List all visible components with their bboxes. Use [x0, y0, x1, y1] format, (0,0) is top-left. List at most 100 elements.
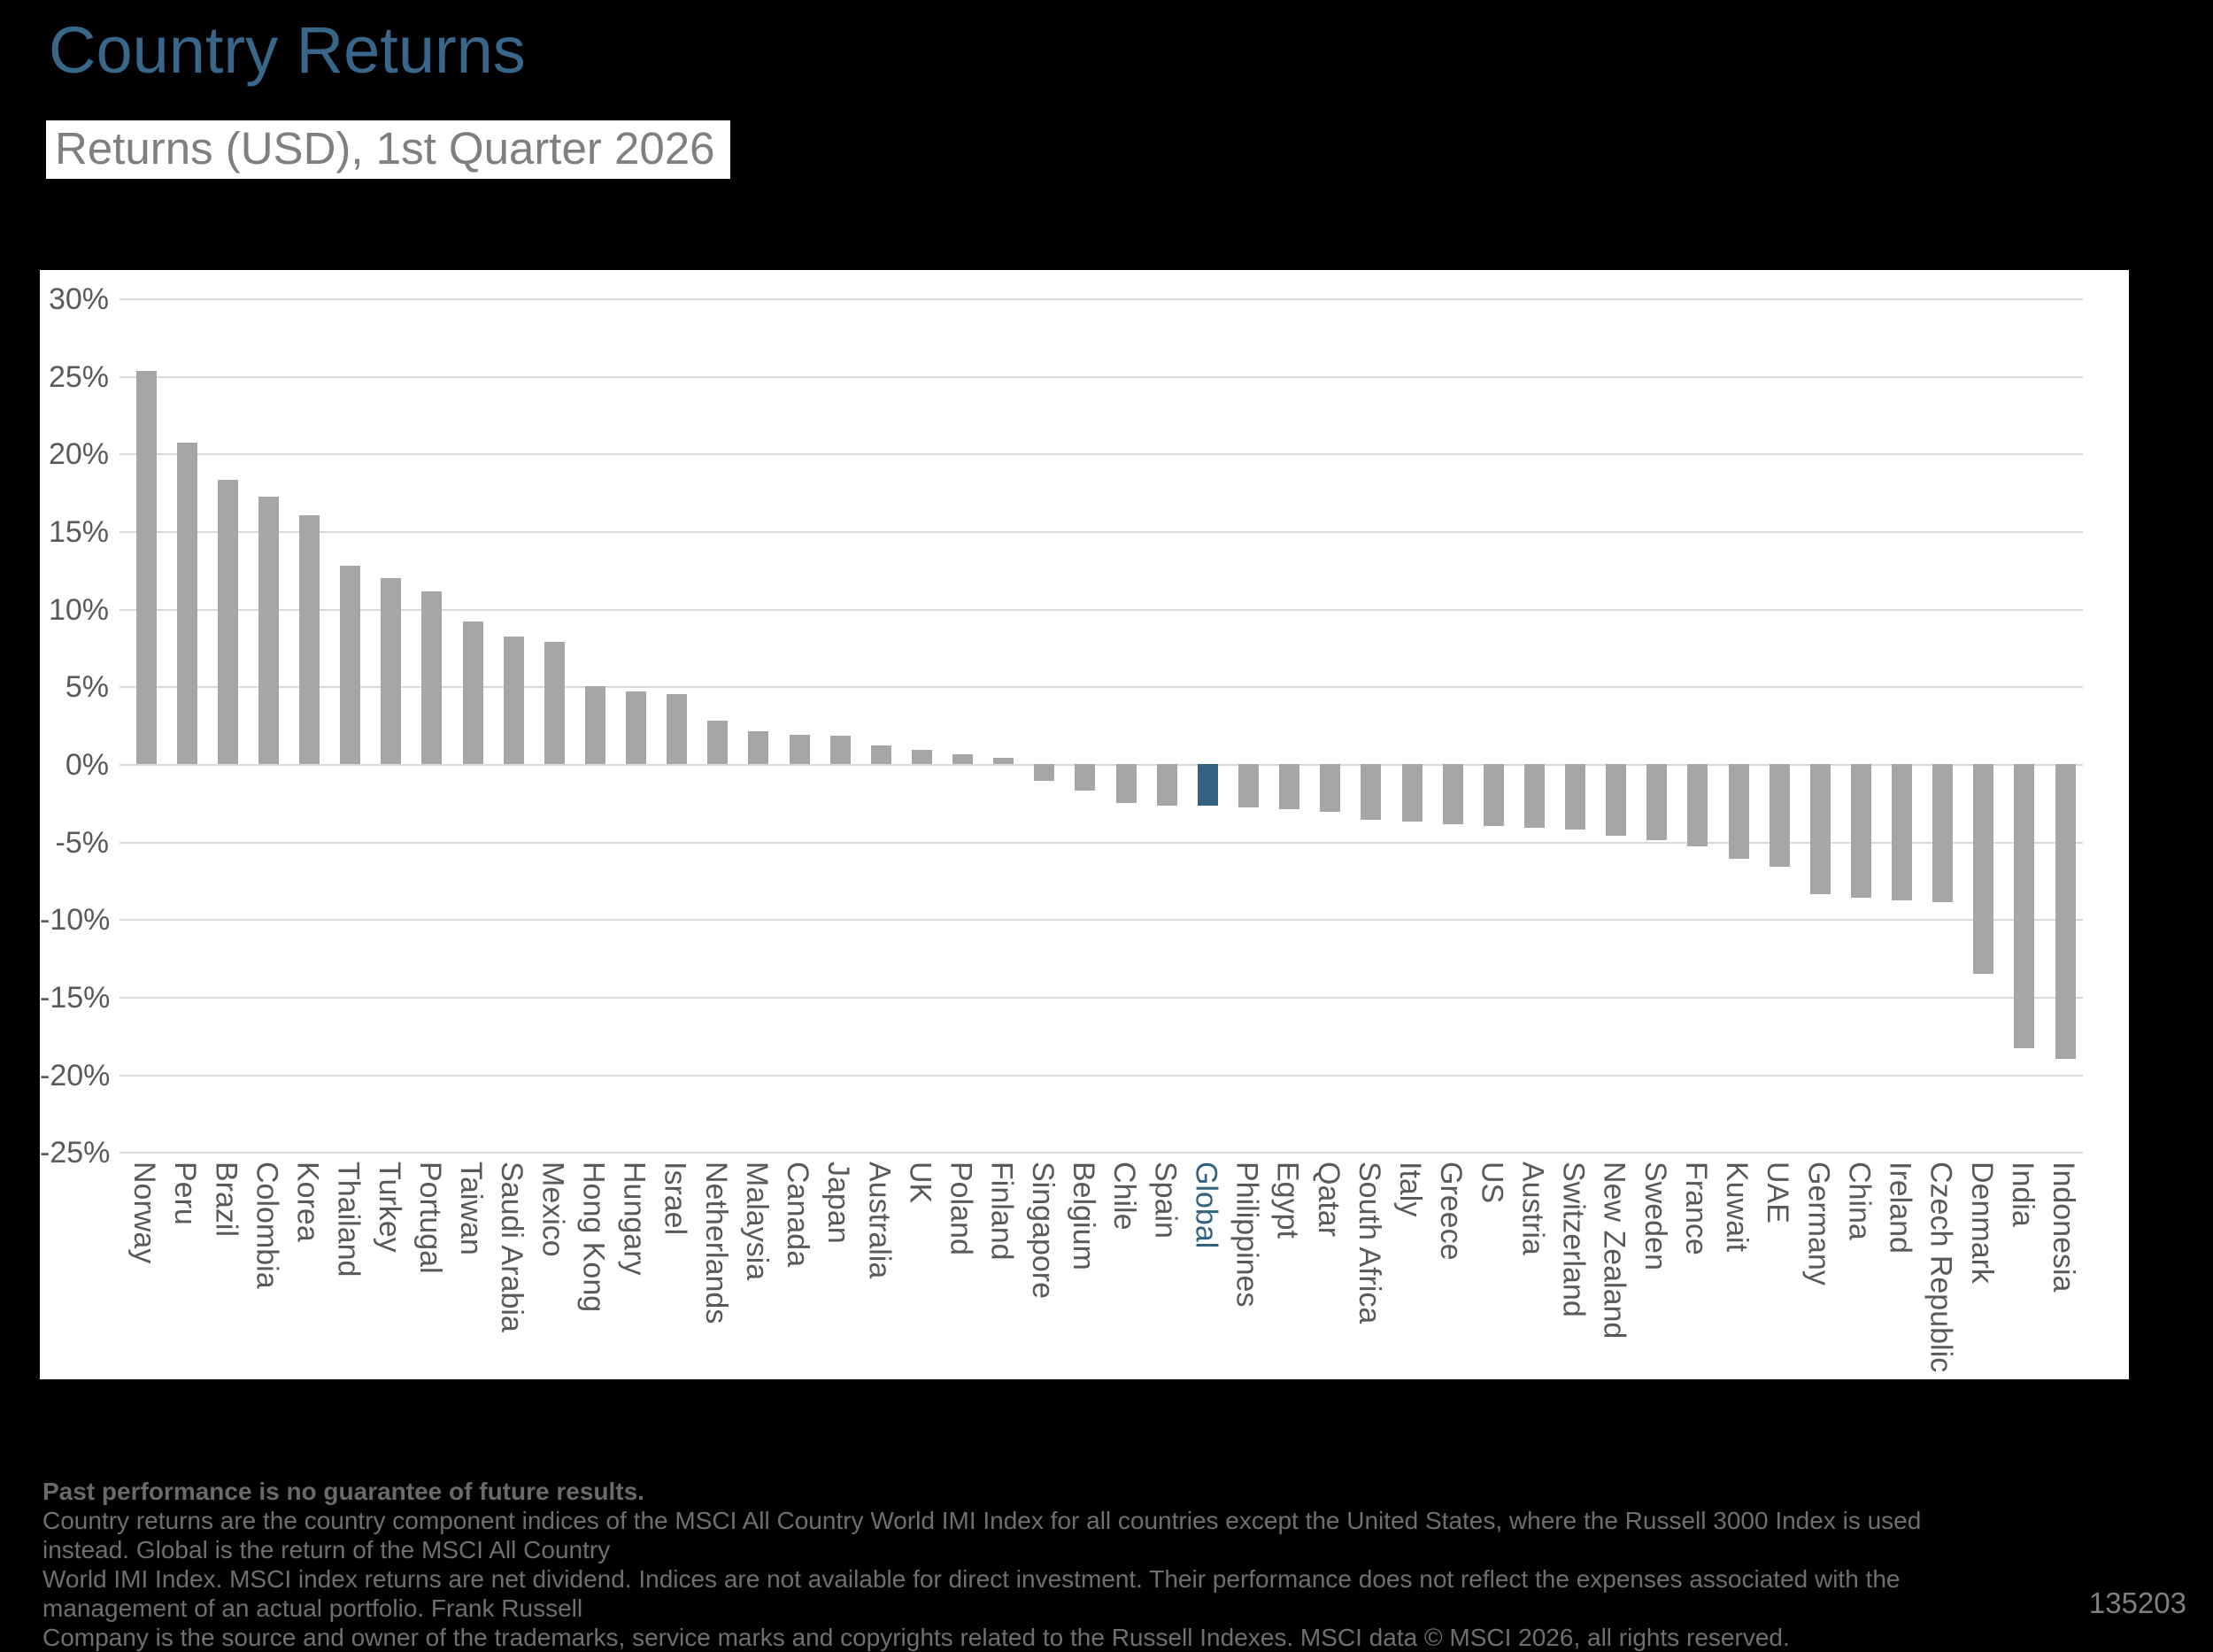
x-axis-label-ireland: Ireland — [1883, 1162, 1917, 1254]
x-axis-label-china: China — [1842, 1162, 1877, 1240]
bar-uk — [911, 750, 932, 764]
x-axis-label-uae: UAE — [1761, 1162, 1795, 1224]
x-axis-label-new-zealand: New Zealand — [1597, 1162, 1631, 1339]
gridline — [120, 1152, 2083, 1154]
gridline — [120, 1074, 2083, 1077]
x-axis-label-india: India — [2005, 1162, 2040, 1227]
x-axis-label-hungary: Hungary — [617, 1162, 652, 1276]
bar-norway — [135, 371, 157, 765]
x-axis-label-us: US — [1475, 1162, 1509, 1204]
gridline — [120, 298, 2083, 300]
footnote-line: Company is the source and owner of the t… — [42, 1624, 1790, 1651]
x-axis-label-switzerland: Switzerland — [1556, 1162, 1591, 1317]
bar-sweden — [1646, 764, 1668, 840]
footnote-line: World IMI Index. MSCI index returns are … — [42, 1565, 1901, 1622]
bar-singapore — [1034, 764, 1055, 782]
y-axis-tick-label: -15% — [40, 981, 111, 1015]
bar-malaysia — [748, 731, 769, 764]
bar-switzerland — [1565, 764, 1586, 830]
x-axis-label-peru: Peru — [168, 1162, 203, 1225]
footnote-line: Country returns are the country componen… — [42, 1507, 1922, 1563]
x-axis-label-kuwait: Kuwait — [1720, 1162, 1754, 1253]
x-axis-label-finland: Finland — [984, 1162, 1019, 1261]
x-axis-label-australia: Australia — [862, 1162, 897, 1279]
x-axis-label-turkey: Turkey — [372, 1162, 406, 1253]
bar-israel — [667, 694, 688, 764]
bar-italy — [1401, 764, 1423, 822]
gridline — [120, 764, 2083, 767]
y-axis-tick-label: -10% — [40, 903, 111, 938]
bar-hong-kong — [584, 686, 605, 764]
bar-greece — [1442, 764, 1463, 825]
bar-canada — [789, 734, 810, 765]
bar-chile — [1115, 764, 1137, 803]
bar-australia — [870, 745, 891, 764]
y-axis-tick-label: 25% — [48, 359, 109, 394]
y-axis-tick-label: 20% — [48, 437, 109, 472]
x-axis-label-colombia: Colombia — [250, 1162, 284, 1289]
bar-colombia — [258, 497, 279, 764]
chart-panel: 30% 25% 20% 15% 10% 5% 0% -5% -10% -15% -20% -25% N… — [40, 270, 2129, 1379]
y-axis-tick-label: 15% — [48, 515, 109, 549]
x-axis-label-austria: Austria — [1515, 1162, 1550, 1255]
x-axis-label-denmark: Denmark — [1964, 1162, 1999, 1284]
bar-spain — [1156, 764, 1177, 807]
x-axis-label-israel: Israel — [658, 1162, 692, 1236]
x-axis-label-chile: Chile — [1107, 1162, 1142, 1231]
bar-south-africa — [1361, 764, 1382, 821]
bar-saudi-arabia — [503, 637, 524, 764]
x-axis-label-norway: Norway — [127, 1162, 161, 1264]
x-axis-label-brazil: Brazil — [209, 1162, 243, 1238]
gridline — [120, 375, 2083, 378]
bar-austria — [1523, 764, 1545, 828]
bar-finland — [993, 758, 1014, 764]
x-axis-label-greece: Greece — [1434, 1162, 1469, 1261]
bar-kuwait — [1728, 764, 1749, 859]
bar-qatar — [1320, 764, 1341, 813]
footnote-disclaimer-bold: Past performance is no guarantee of futu… — [42, 1478, 644, 1505]
x-axis-label-global: Global — [1189, 1162, 1223, 1249]
x-axis-label-spain: Spain — [1148, 1162, 1183, 1239]
gridline — [120, 997, 2083, 1000]
x-axis-label-japan: Japan — [821, 1162, 856, 1244]
x-axis-label-sweden: Sweden — [1638, 1162, 1672, 1270]
bar-us — [1483, 764, 1504, 827]
x-axis-label-canada: Canada — [781, 1162, 815, 1268]
bar-czech-republic — [1932, 764, 1954, 903]
x-axis-label-indonesia: Indonesia — [2047, 1162, 2081, 1293]
bar-egypt — [1279, 764, 1300, 809]
bar-thailand — [340, 565, 361, 764]
bar-brazil — [217, 480, 238, 764]
x-axis-label-taiwan: Taiwan — [454, 1162, 489, 1255]
bar-poland — [952, 754, 974, 764]
bar-netherlands — [707, 720, 729, 765]
y-axis-tick-label: 10% — [48, 592, 109, 627]
y-axis-tick-label: -25% — [40, 1136, 111, 1170]
x-axis-label-italy: Italy — [1393, 1162, 1428, 1217]
gridline — [120, 686, 2083, 689]
x-axis-label-qatar: Qatar — [1311, 1162, 1346, 1238]
bar-peru — [176, 443, 197, 765]
x-axis-label-poland: Poland — [944, 1162, 978, 1255]
page-title: Country Returns — [49, 13, 526, 87]
bar-china — [1850, 764, 1871, 898]
bar-hungary — [626, 691, 647, 765]
footnote: Past performance is no guarantee of futu… — [42, 1477, 1972, 1652]
bar-taiwan — [462, 621, 483, 765]
gridline — [120, 841, 2083, 844]
bar-france — [1687, 764, 1708, 846]
bar-denmark — [1973, 764, 1994, 974]
bar-uae — [1769, 764, 1790, 867]
x-axis-label-malaysia: Malaysia — [739, 1162, 774, 1281]
document-number: 135203 — [2088, 1586, 2186, 1619]
y-axis-tick-label: 5% — [65, 670, 109, 705]
bar-indonesia — [2055, 764, 2076, 1060]
x-axis-label-uk: UK — [903, 1162, 937, 1204]
bar-germany — [1809, 764, 1831, 895]
x-axis-label-portugal: Portugal — [413, 1162, 447, 1274]
bar-belgium — [1075, 764, 1096, 791]
x-axis-label-thailand: Thailand — [331, 1162, 366, 1278]
bar-india — [2014, 764, 2035, 1048]
x-axis-label-korea: Korea — [290, 1162, 325, 1242]
